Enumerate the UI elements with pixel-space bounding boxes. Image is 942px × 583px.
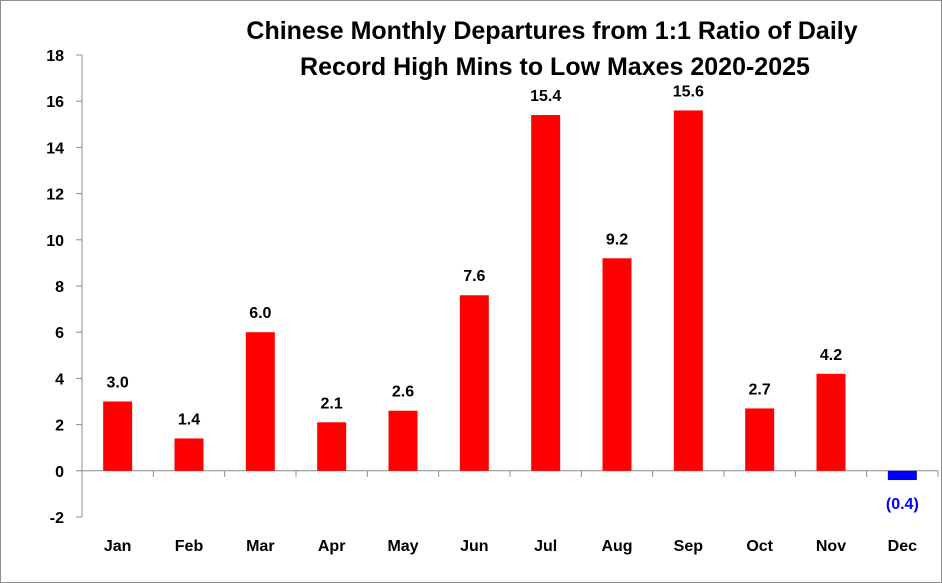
data-labels: 3.0 1.4 6.0 2.1 2.6 7.6 15.4 9.2 15.6 2.7 4.2 (0.4)	[107, 83, 919, 513]
data-label-aug: 9.2	[606, 231, 628, 248]
y-tick-label: 14	[46, 140, 64, 157]
bar-aug	[602, 258, 632, 471]
y-tick-label: 6	[55, 325, 64, 342]
x-tick-label: Jul	[534, 538, 557, 555]
x-tick-label: Aug	[601, 538, 632, 555]
y-tick-label: 0	[55, 464, 64, 481]
x-tick-label: Jan	[104, 538, 132, 555]
bars	[103, 110, 917, 481]
bar-oct	[745, 408, 775, 471]
x-tick-label: May	[387, 538, 418, 555]
chart-title: Chinese Monthly Departures from 1:1 Rati…	[246, 17, 857, 81]
y-tick-label: 4	[55, 371, 64, 388]
data-label-feb: 1.4	[178, 411, 200, 428]
bar-dec	[887, 470, 917, 481]
data-label-dec: (0.4)	[886, 496, 919, 513]
x-axis: Jan Feb Mar Apr May Jun Jul Aug Sep Oct Nov Dec	[81, 470, 939, 555]
chart-title-line-2: Record High Mins to Low Maxes 2020-2025	[300, 53, 810, 81]
data-label-jan: 3.0	[107, 375, 129, 392]
data-label-jun: 7.6	[463, 268, 485, 285]
data-label-sep: 15.6	[673, 83, 704, 100]
bar-jul	[531, 115, 561, 471]
bar-mar	[245, 332, 275, 471]
x-tick-label: Mar	[246, 538, 274, 555]
x-tick-label: Sep	[674, 538, 704, 555]
x-tick-label: Dec	[888, 538, 917, 555]
y-tick-label: 8	[55, 279, 64, 296]
bar-feb	[174, 438, 204, 471]
y-tick-label: 18	[46, 48, 64, 65]
x-tick-label: Oct	[746, 538, 773, 555]
y-axis: -2 0 2 4 6 8 10 12 14 16 18	[46, 48, 83, 527]
x-tick-label: Jun	[460, 538, 488, 555]
y-tick-label: 10	[46, 233, 64, 250]
bar-nov	[816, 373, 846, 471]
chart-title-line-1: Chinese Monthly Departures from 1:1 Rati…	[246, 17, 857, 45]
y-tick-label: 12	[46, 187, 64, 204]
data-label-mar: 6.0	[249, 305, 271, 322]
data-label-jul: 15.4	[530, 88, 561, 105]
bar-apr	[317, 422, 347, 471]
data-label-apr: 2.1	[321, 395, 343, 412]
y-tick-label: 16	[46, 94, 64, 111]
data-label-may: 2.6	[392, 384, 414, 401]
x-tick-label: Apr	[318, 538, 346, 555]
x-tick-label: Nov	[816, 538, 846, 555]
y-tick-label: -2	[50, 510, 64, 527]
bar-jun	[459, 295, 489, 471]
data-label-nov: 4.2	[820, 347, 842, 364]
bar-jan	[103, 401, 133, 471]
x-tick-label: Feb	[175, 538, 204, 555]
bar-sep	[673, 110, 703, 471]
data-label-oct: 2.7	[749, 381, 771, 398]
bar-may	[388, 410, 418, 471]
y-tick-label: 2	[55, 418, 64, 435]
